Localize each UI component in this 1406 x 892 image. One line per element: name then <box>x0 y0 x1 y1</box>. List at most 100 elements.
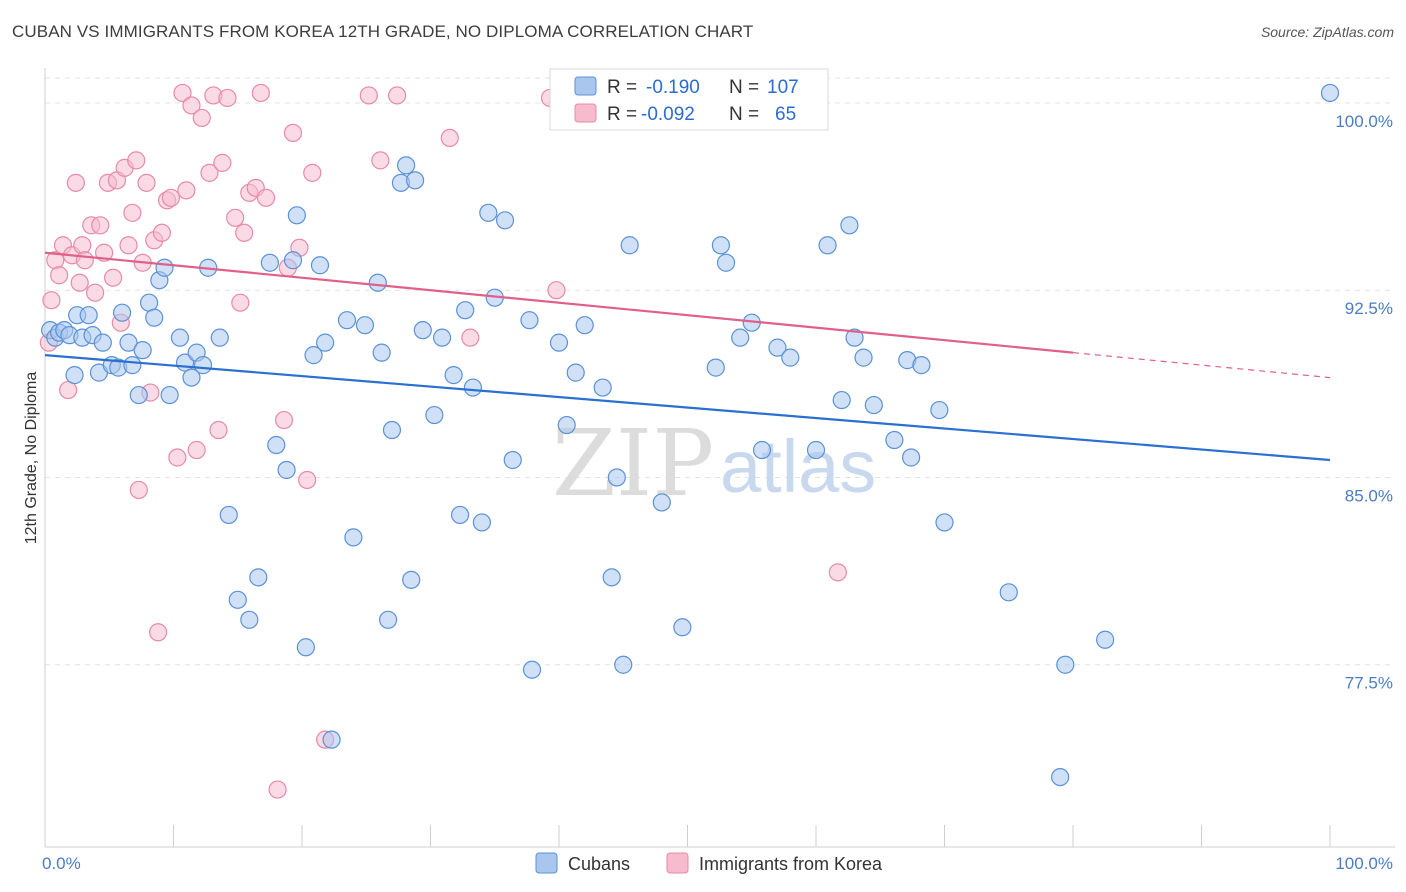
cubans-point-99 <box>912 356 931 375</box>
cubans-point-89 <box>806 440 826 460</box>
cubans-point-41 <box>304 346 323 365</box>
korea-point-22 <box>127 151 146 170</box>
korea-point-55 <box>298 470 317 490</box>
cubans-point-55 <box>405 171 425 190</box>
korea-point-56 <box>303 163 322 182</box>
cubans-point-87 <box>768 338 787 357</box>
cubans-point-28 <box>193 356 213 375</box>
legend-swatch-cubans <box>574 76 597 96</box>
korea-point-36 <box>187 440 206 460</box>
cubans-points <box>41 83 1340 787</box>
legend-r-label-korea: R = <box>607 104 637 125</box>
cubans-point-103 <box>1051 767 1070 787</box>
cubans-point-73 <box>575 316 594 335</box>
korea-point-32 <box>168 448 187 467</box>
korea-point-40 <box>209 420 228 440</box>
korea-trend-line-extension <box>1072 352 1331 379</box>
cubans-point-38 <box>283 251 303 270</box>
x-tick-labels: 0.0% 100.0% <box>42 854 1393 873</box>
watermark-zip: ZIP <box>552 410 714 517</box>
korea-point-59 <box>371 151 390 170</box>
cubans-point-42 <box>310 256 330 275</box>
cubans-point-15 <box>119 333 138 352</box>
cubans-point-54 <box>402 570 421 589</box>
korea-point-7 <box>66 173 85 192</box>
cubans-point-51 <box>382 420 402 440</box>
cubans-point-98 <box>901 448 921 467</box>
cubans-point-95 <box>864 395 883 415</box>
legend-n-value-korea: 65 <box>775 104 796 125</box>
cubans-point-31 <box>219 505 238 525</box>
legend-box: R = -0.190 N = 107 R = -0.092 N = 65 <box>549 68 829 131</box>
cubans-point-106 <box>1320 83 1340 103</box>
cubans-point-57 <box>425 405 444 425</box>
cubans-point-69 <box>522 660 542 679</box>
korea-point-1 <box>42 291 61 310</box>
korea-point-20 <box>119 236 138 255</box>
korea-point-51 <box>274 410 294 430</box>
cubans-point-80 <box>673 618 692 637</box>
legend-r-value-korea: -0.092 <box>641 104 695 125</box>
korea-point-45 <box>235 223 254 242</box>
cubans-point-61 <box>456 301 475 320</box>
korea-point-5 <box>59 380 78 400</box>
korea-point-58 <box>359 86 378 105</box>
legend-n-label-korea: N = <box>729 104 759 125</box>
cubans-point-36 <box>267 435 286 455</box>
cubans-point-47 <box>355 316 375 335</box>
korea-point-43 <box>226 208 245 227</box>
cubans-point-74 <box>593 378 612 397</box>
cubans-point-33 <box>240 610 259 629</box>
legend-r-label-cubans: R = <box>607 77 637 98</box>
cubans-point-82 <box>711 236 731 255</box>
legend-r-value-cubans: -0.190 <box>646 77 700 98</box>
korea-point-64 <box>547 281 566 300</box>
cubans-point-78 <box>620 236 639 255</box>
cubans-point-5 <box>65 366 84 385</box>
cubans-point-68 <box>520 311 539 330</box>
cubans-point-46 <box>344 528 363 547</box>
korea-point-61 <box>440 128 459 148</box>
cubans-point-37 <box>277 460 296 480</box>
cubans-point-83 <box>716 253 736 272</box>
korea-point-25 <box>137 173 156 192</box>
korea-point-10 <box>75 251 94 270</box>
cubans-point-76 <box>607 468 626 487</box>
korea-point-50 <box>268 780 287 799</box>
cubans-point-105 <box>1096 630 1115 649</box>
korea-trend-line <box>44 251 1074 354</box>
cubans-point-14 <box>112 303 132 322</box>
cubans-point-35 <box>260 253 279 272</box>
cubans-point-63 <box>472 513 491 532</box>
cubans-point-40 <box>296 638 315 657</box>
cubans-point-70 <box>549 333 569 352</box>
cubans-point-17 <box>129 385 148 405</box>
korea-point-41 <box>213 153 232 172</box>
cubans-point-100 <box>930 400 949 420</box>
trend-lines <box>44 251 1331 462</box>
korea-point-28 <box>148 623 168 642</box>
cubans-point-86 <box>752 440 772 460</box>
korea-point-12 <box>86 283 105 302</box>
korea-point-21 <box>123 203 142 222</box>
cubans-point-39 <box>287 206 306 225</box>
cubans-point-22 <box>155 258 174 277</box>
cubans-point-49 <box>372 343 391 362</box>
x-tick-label-max: 100.0% <box>1335 854 1393 873</box>
bottom-legend-swatch-cubans <box>535 852 558 874</box>
cubans-point-72 <box>566 363 585 382</box>
korea-point-16 <box>104 268 123 287</box>
bottom-legend: Cubans Immigrants from Korea <box>535 852 883 874</box>
korea-point-23 <box>129 480 148 500</box>
cubans-point-56 <box>413 321 432 340</box>
cubans-trend-line <box>44 354 1331 462</box>
cubans-point-58 <box>432 328 452 347</box>
cubans-point-43 <box>316 333 335 352</box>
cubans-point-93 <box>845 328 864 347</box>
legend-n-value-cubans: 107 <box>767 77 799 98</box>
cubans-point-26 <box>182 368 201 387</box>
cubans-point-34 <box>249 568 268 587</box>
cubans-point-53 <box>396 156 416 175</box>
legend-swatch-korea <box>574 103 597 123</box>
korea-point-35 <box>182 96 201 115</box>
